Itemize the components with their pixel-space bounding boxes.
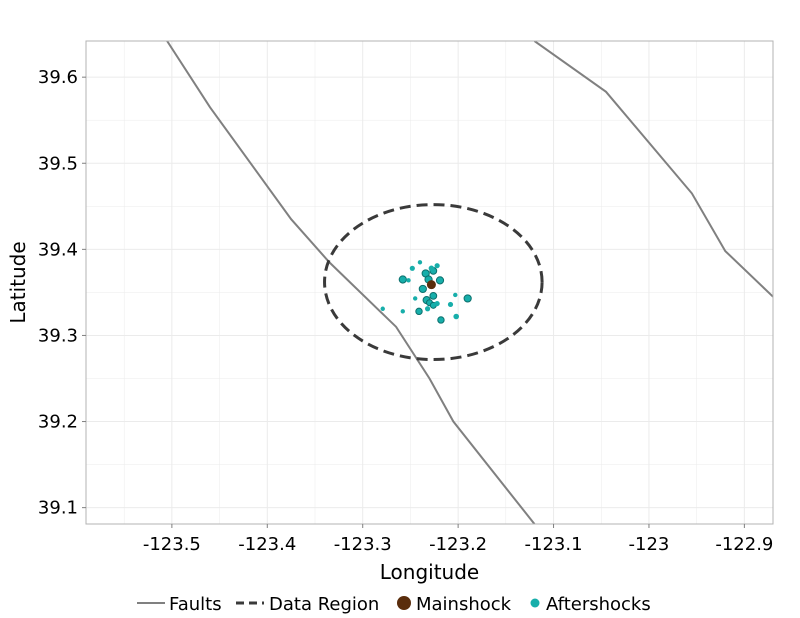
x-tick-label: -123.3 — [334, 534, 392, 555]
fault-line — [166, 41, 536, 524]
aftershock-point — [417, 260, 423, 265]
aftershock-point — [398, 275, 407, 284]
aftershock-point — [453, 292, 458, 298]
x-axis-title: Longitude — [380, 560, 479, 584]
aftershock-point — [434, 300, 440, 307]
y-tick-label: 39.2 — [38, 412, 78, 433]
x-axis-ticks: -123.5 -123.4 -123.3 -123.2 -123.1 -123 -122.9 — [143, 524, 773, 555]
x-tick-label: -123.5 — [143, 534, 201, 555]
aftershock-point — [429, 291, 438, 300]
aftershock-point — [453, 313, 460, 320]
aftershock-point — [412, 296, 418, 301]
mainshock-point — [426, 280, 436, 290]
data-region-ellipse — [323, 203, 544, 362]
data-layer — [166, 41, 773, 524]
x-tick-label: -123.4 — [238, 534, 296, 555]
aftershock-point — [418, 284, 427, 294]
y-axis-title: Latitude — [6, 241, 30, 323]
y-axis-ticks: 39.1 39.2 39.3 39.4 39.5 39.6 — [38, 67, 86, 519]
legend-label-mainshock: Mainshock — [416, 594, 512, 615]
legend-key-aftershocks — [530, 598, 540, 608]
aftershock-point — [434, 263, 440, 269]
aftershock-point — [428, 265, 435, 272]
legend-label-aftershocks: Aftershocks — [546, 594, 651, 615]
y-tick-label: 39.1 — [38, 498, 78, 519]
aftershock-point — [447, 301, 454, 308]
aftershock-point — [415, 307, 423, 316]
aftershock-point — [437, 316, 445, 324]
y-tick-label: 39.6 — [38, 67, 78, 88]
y-tick-label: 39.5 — [38, 153, 78, 174]
aftershock-point — [463, 294, 472, 303]
x-tick-label: -123.1 — [525, 534, 583, 555]
aftershock-point — [400, 309, 405, 314]
aftershock-point — [380, 306, 385, 311]
legend-key-mainshock — [397, 596, 411, 610]
legend: Faults Data Region Mainshock Aftershocks — [137, 594, 651, 615]
gridlines — [86, 41, 773, 524]
y-tick-label: 39.4 — [38, 239, 78, 260]
x-tick-label: -123.2 — [429, 534, 487, 555]
legend-label-data-region: Data Region — [269, 594, 379, 615]
x-tick-label: -122.9 — [715, 534, 773, 555]
y-tick-label: 39.3 — [38, 325, 78, 346]
fault-line — [533, 41, 773, 298]
aftershock-point — [435, 276, 445, 285]
plot-panel-border — [85, 40, 774, 525]
legend-label-faults: Faults — [169, 594, 222, 615]
aftershock-point — [406, 278, 411, 283]
aftershock-point — [424, 306, 431, 312]
x-tick-label: -123 — [629, 534, 670, 555]
aftershock-point — [409, 265, 415, 271]
